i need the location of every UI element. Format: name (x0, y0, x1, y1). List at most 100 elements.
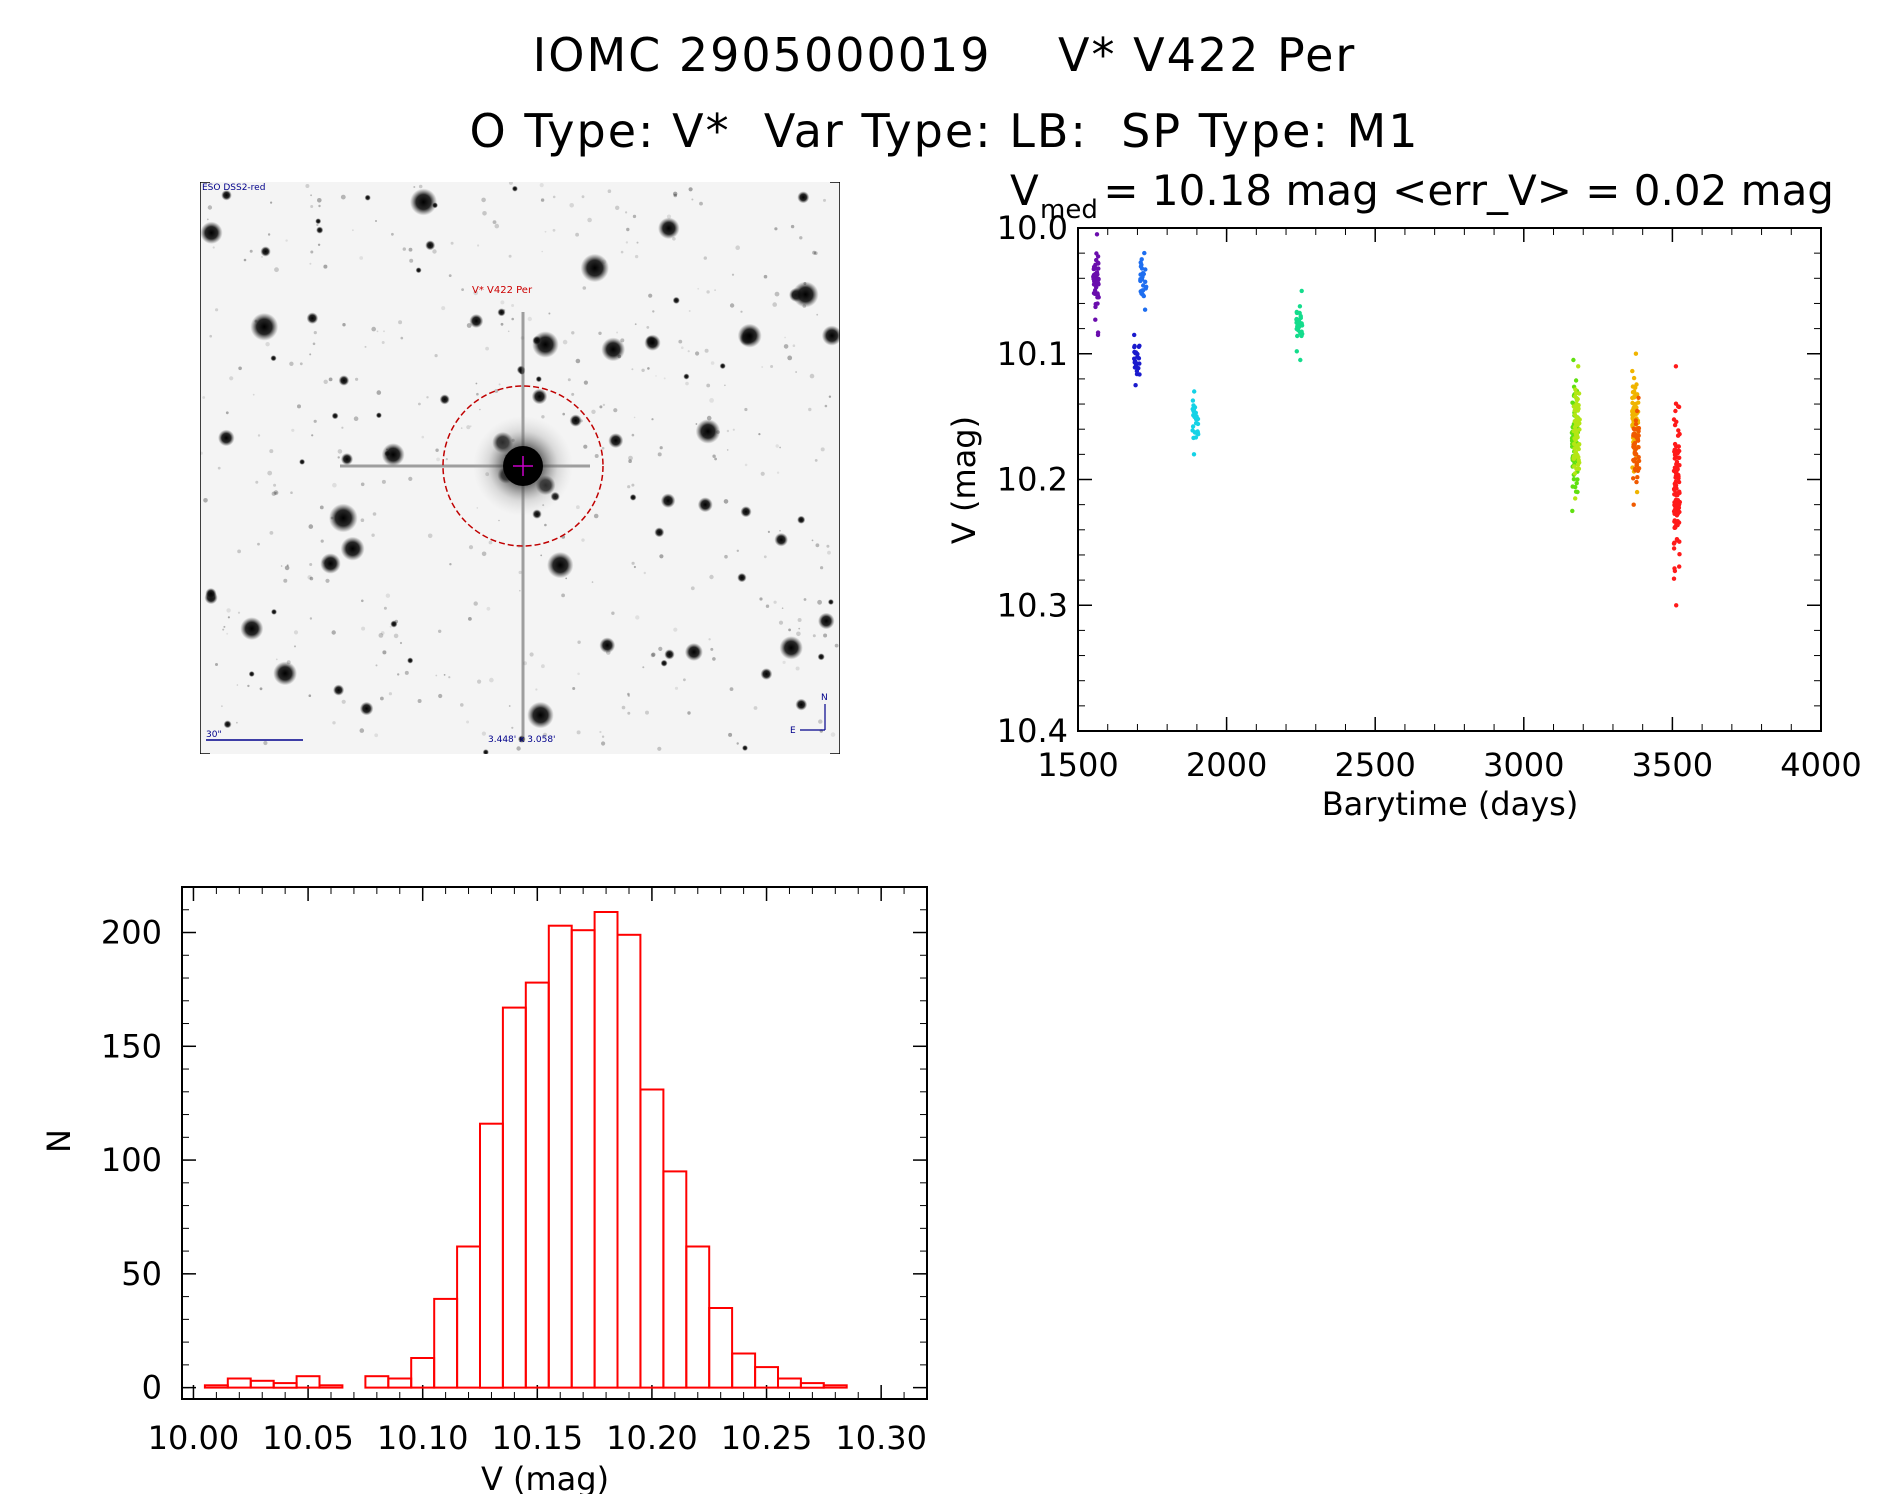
star (309, 563, 313, 566)
lc-point (1630, 412, 1635, 418)
hist-xtick-label: 10.20 (606, 1419, 698, 1457)
star (602, 403, 606, 407)
star (325, 578, 330, 583)
star (706, 290, 710, 294)
lc-point (1573, 387, 1578, 392)
star (565, 577, 568, 580)
hist-bar (777, 1377, 802, 1389)
star (283, 578, 288, 583)
lc-point (1631, 476, 1636, 481)
star (673, 193, 678, 198)
star (650, 653, 655, 658)
lc-point (1631, 375, 1637, 381)
lc-point (1677, 431, 1682, 437)
svg-text:med: med (1040, 195, 1098, 225)
lc-point (1095, 280, 1101, 286)
star (317, 243, 321, 246)
star (809, 373, 815, 379)
star (651, 418, 654, 421)
target-aperture-circle (442, 385, 604, 547)
hist-bar (410, 1357, 436, 1389)
lc-point (1630, 368, 1635, 374)
star (236, 721, 238, 724)
star (723, 499, 729, 504)
star (659, 554, 664, 559)
lc-point (1633, 452, 1638, 457)
star (814, 251, 818, 255)
star (685, 381, 689, 386)
star (712, 657, 716, 661)
lc-point (1091, 272, 1097, 278)
star (808, 407, 812, 412)
star (352, 229, 354, 232)
star (651, 652, 656, 657)
lc-point (1093, 317, 1098, 322)
star (535, 688, 538, 691)
star (763, 555, 767, 559)
lc-point (1673, 408, 1678, 414)
star (740, 506, 752, 518)
star (796, 631, 801, 637)
star (788, 628, 791, 632)
star (678, 339, 683, 344)
star (659, 446, 663, 450)
star (569, 203, 574, 208)
lc-point (1676, 428, 1681, 433)
star (798, 627, 801, 630)
star (511, 726, 514, 729)
star (508, 182, 513, 185)
star (799, 236, 803, 240)
star (627, 692, 630, 696)
star (683, 373, 690, 380)
star (587, 217, 592, 223)
hist-ytick-label: 100 (101, 1141, 162, 1179)
lc-point (1572, 424, 1578, 430)
star (372, 512, 377, 516)
star (299, 362, 303, 366)
lc-point (1674, 493, 1679, 498)
star (497, 308, 506, 317)
star (709, 574, 714, 580)
star (500, 322, 504, 326)
star (402, 247, 406, 251)
star (562, 339, 568, 345)
star (569, 414, 582, 427)
lc-point (1672, 486, 1678, 491)
star (773, 600, 777, 604)
lc-point (1632, 466, 1638, 472)
star (355, 377, 359, 381)
star (828, 395, 832, 398)
svg-text:E: E (790, 726, 796, 736)
lc-point (1577, 417, 1582, 422)
lc-point (1676, 479, 1682, 485)
star (299, 458, 306, 465)
star (672, 296, 680, 304)
star (269, 449, 274, 454)
lc-point (1093, 304, 1098, 310)
star (391, 232, 394, 236)
lc-point (1636, 445, 1641, 450)
star (332, 721, 336, 725)
star (812, 250, 816, 255)
star (222, 628, 225, 631)
hist-ytick-label: 0 (142, 1369, 162, 1407)
star (340, 536, 365, 561)
star (371, 326, 376, 332)
lc-ylabel: V (mag) (945, 416, 983, 544)
star (317, 198, 322, 203)
object-label: V* V422 Per (472, 285, 533, 296)
star (305, 184, 310, 188)
lc-point (1299, 323, 1305, 328)
star (494, 389, 499, 393)
lc-point (1677, 552, 1682, 557)
star (436, 457, 440, 462)
hist-xtick-label: 10.05 (262, 1419, 354, 1457)
lc-point (1634, 479, 1639, 485)
star (331, 630, 336, 635)
lc-point (1577, 442, 1582, 447)
star (359, 728, 365, 733)
lc-point (1133, 350, 1139, 355)
star (641, 368, 645, 372)
star (435, 674, 438, 677)
star (821, 325, 840, 346)
